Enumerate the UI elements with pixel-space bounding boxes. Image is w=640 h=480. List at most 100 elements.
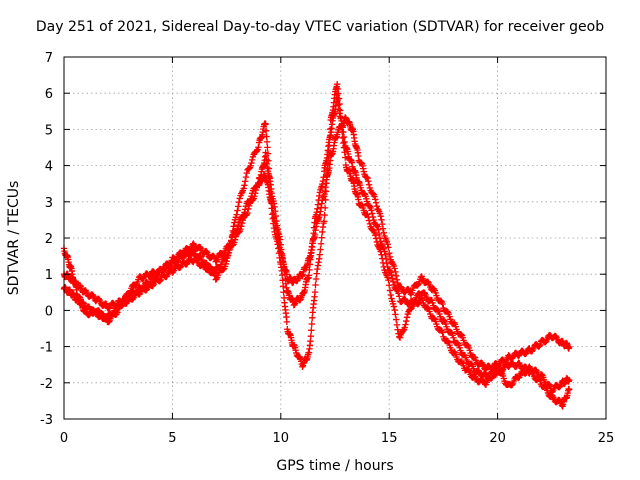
data-point (338, 128, 346, 136)
y-tick-label: 3 (45, 196, 53, 211)
data-point (372, 232, 379, 239)
data-point (389, 275, 396, 282)
data-point (373, 222, 381, 229)
data-point (312, 275, 320, 283)
data-point (364, 210, 371, 218)
data-point (283, 318, 291, 326)
y-tick-label: -3 (40, 413, 53, 428)
data-point (394, 326, 401, 333)
data-point (238, 223, 245, 230)
data-point (337, 107, 344, 114)
data-point (565, 386, 573, 393)
data-point (386, 253, 394, 261)
x-tick-label: 15 (381, 431, 398, 446)
data-point (424, 304, 432, 312)
data-point (373, 202, 381, 210)
data-point (338, 121, 345, 129)
data-point (439, 300, 446, 308)
data-point (238, 219, 246, 227)
data-point (365, 217, 373, 224)
data-point (402, 321, 409, 328)
data-point (267, 194, 274, 201)
data-point (129, 295, 137, 303)
data-point (393, 286, 401, 294)
data-point (251, 193, 258, 200)
data-point (440, 317, 448, 324)
data-point (242, 173, 250, 181)
data-point (365, 181, 373, 188)
data-point (280, 289, 287, 296)
data-point (322, 188, 330, 195)
data-point (392, 311, 399, 318)
data-point (230, 223, 237, 230)
data-point (372, 196, 379, 203)
data-point (263, 138, 271, 146)
data-point (392, 316, 400, 323)
data-point (321, 204, 329, 212)
data-point (393, 276, 401, 283)
data-point (379, 259, 387, 267)
data-point (389, 278, 397, 285)
data-point (265, 165, 273, 172)
data-point (320, 174, 327, 181)
data-point (265, 157, 272, 164)
data-point (415, 300, 422, 307)
data-point (377, 212, 384, 220)
data-point (385, 244, 392, 251)
data-point (377, 248, 384, 255)
data-point (310, 230, 317, 237)
data-point (253, 147, 260, 155)
data-point (231, 219, 238, 226)
x-axis-label: GPS time / hours (276, 458, 393, 474)
data-point (318, 234, 325, 241)
y-tick-label: 7 (45, 51, 53, 66)
data-point (114, 309, 121, 316)
data-point (309, 235, 317, 242)
data-point (326, 134, 333, 141)
axes: 0 5 10 15 20 25 -3 -2 -1 0 1 2 3 4 5 6 7 (40, 51, 614, 446)
data-point (321, 211, 328, 219)
data-point (311, 288, 319, 296)
data-point (366, 220, 374, 228)
data-point (387, 291, 394, 299)
data-point (366, 203, 374, 210)
data-point (102, 300, 110, 307)
data-point (267, 188, 274, 195)
x-tick-label: 25 (598, 431, 615, 446)
data-point (364, 174, 371, 182)
data-point (234, 207, 241, 214)
x-tick-label: 20 (489, 431, 506, 446)
data-point (392, 272, 400, 280)
data-point (245, 205, 252, 213)
data-point (240, 185, 247, 192)
data-point (458, 331, 465, 338)
data-point (197, 253, 204, 260)
data-point (279, 283, 287, 290)
data-point (342, 154, 349, 161)
data-point (231, 236, 239, 243)
data-point (317, 240, 325, 247)
data-point (255, 144, 262, 151)
data-point (225, 249, 233, 256)
data-point (380, 229, 387, 236)
data-point (266, 181, 274, 188)
data-point (337, 114, 345, 121)
data-point (197, 244, 204, 251)
data-point (264, 144, 271, 151)
data-point (157, 276, 164, 284)
data-point (324, 160, 332, 167)
data-point (235, 221, 242, 229)
data-point (414, 281, 422, 289)
x-tick-label: 5 (168, 431, 176, 446)
data-point (262, 127, 270, 135)
data-point (382, 270, 390, 278)
data-point (317, 246, 324, 253)
data-point (372, 235, 380, 242)
data-point (241, 178, 249, 185)
data-point (262, 121, 269, 128)
data-point (526, 363, 533, 370)
data-point (385, 276, 392, 284)
data-point (378, 216, 385, 224)
data-point (220, 266, 227, 273)
y-tick-label: -2 (40, 377, 53, 392)
